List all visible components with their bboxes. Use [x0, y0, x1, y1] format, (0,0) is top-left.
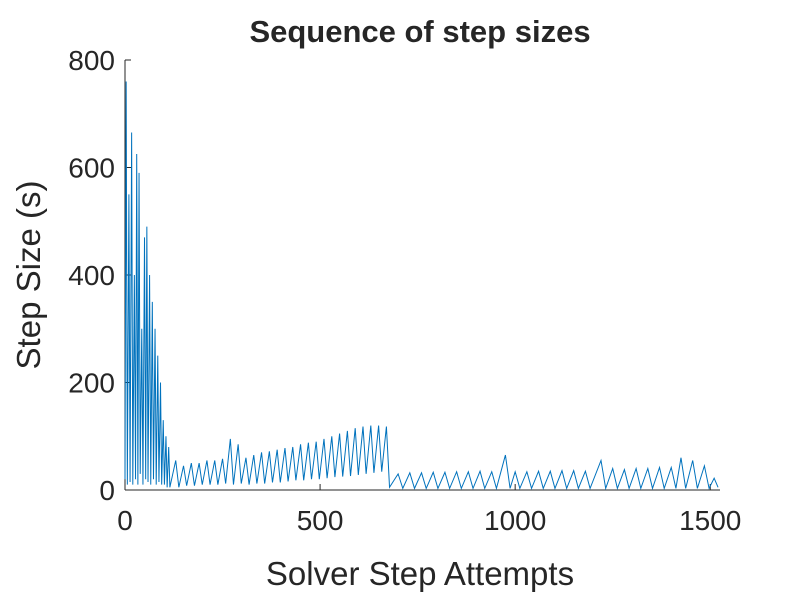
- y-tick-label: 400: [68, 260, 115, 291]
- data-line: [124, 81, 719, 491]
- x-axis-label: Solver Step Attempts: [266, 555, 574, 592]
- y-tick-label: 800: [68, 45, 115, 76]
- x-tick-label: 1000: [484, 505, 546, 536]
- y-tick-label: 200: [68, 368, 115, 399]
- x-tick-label: 1500: [679, 505, 741, 536]
- chart-title: Sequence of step sizes: [249, 14, 590, 49]
- x-tick-label: 500: [297, 505, 344, 536]
- y-axis-label: Step Size (s): [10, 181, 47, 370]
- x-tick-label: 0: [117, 505, 133, 536]
- y-tick-label: 0: [99, 475, 115, 506]
- y-tick-label: 600: [68, 153, 115, 184]
